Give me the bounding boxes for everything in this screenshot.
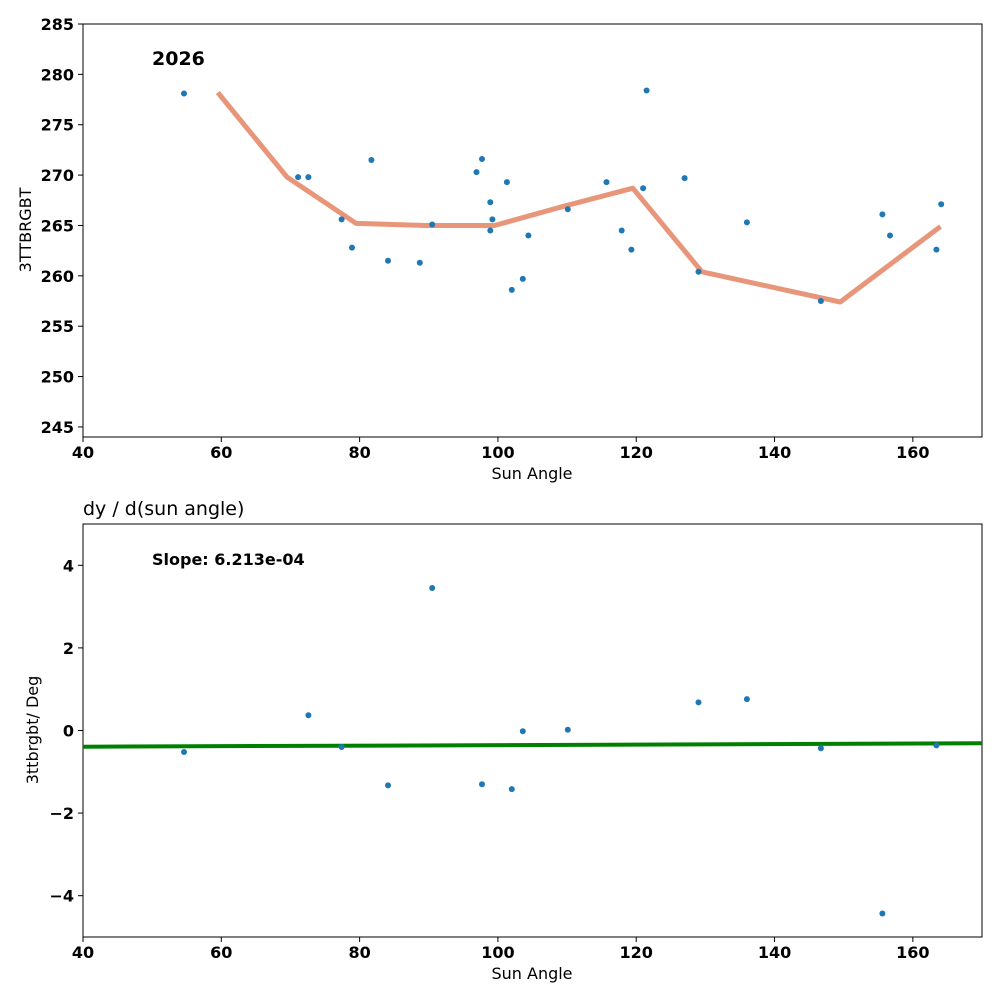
top-data-point <box>603 179 610 186</box>
top-y-tick-label: 250 <box>41 368 74 387</box>
bottom-data-point <box>305 712 312 719</box>
top-data-point <box>487 199 494 206</box>
top-data-point <box>473 169 480 176</box>
top-data-point <box>618 227 625 234</box>
top-y-tick-label: 275 <box>41 116 74 135</box>
bottom-data-point <box>429 585 436 591</box>
bottom-data-point <box>879 910 886 917</box>
top-data-point <box>487 227 494 234</box>
bottom-data-point <box>181 749 187 755</box>
top-data-point <box>938 201 945 208</box>
bottom-y-tick-label: −4 <box>49 887 74 906</box>
top-data-point <box>887 232 893 239</box>
bottom-data-point <box>564 726 571 733</box>
top-trend-line-group <box>215 90 943 305</box>
top-data-point <box>681 175 688 182</box>
top-y-tick-label: 265 <box>41 216 74 235</box>
bottom-y-tick-label: 4 <box>63 556 74 575</box>
top-x-tick-label: 100 <box>481 443 514 462</box>
top-data-point <box>525 232 532 239</box>
top-data-point <box>564 206 571 213</box>
bottom-data-point <box>519 728 526 735</box>
bottom-data-point <box>695 699 702 706</box>
bottom-data-point <box>479 781 485 788</box>
bottom-y-ticks: −4 −2 0 2 4 <box>49 556 83 906</box>
bottom-x-axis-label: Sun Angle <box>491 964 572 983</box>
bottom-y-tick-label: 2 <box>63 639 74 658</box>
top-data-point <box>503 179 510 186</box>
top-data-point <box>879 211 886 218</box>
bottom-panel: dy / d(sun angle) 40 60 80 100 120 140 160 −4−… <box>23 498 983 983</box>
top-data-point <box>295 174 302 181</box>
top-data-point <box>338 216 345 223</box>
top-panel: 40 60 80 100 120 140 160 245 250 255 260 265 270 275… <box>16 15 983 483</box>
top-x-tick-label: 80 <box>348 443 370 462</box>
top-y-ticks: 245 250 255 260 265 270 275 280 285 <box>41 15 83 437</box>
top-x-tick-label: 140 <box>758 443 791 462</box>
top-y-tick-label: 255 <box>41 317 74 336</box>
bottom-scatter-points <box>181 585 940 917</box>
top-axes-frame <box>82 23 983 438</box>
top-data-point <box>628 246 635 253</box>
bottom-data-point <box>933 742 940 749</box>
bottom-data-point <box>338 744 345 750</box>
bottom-trend-line <box>82 741 983 749</box>
top-x-tick-label: 160 <box>896 443 929 462</box>
top-y-tick-label: 260 <box>41 267 74 286</box>
top-data-point <box>508 286 515 293</box>
top-x-ticks: 40 60 80 100 120 140 160 <box>72 437 930 462</box>
top-data-point <box>368 157 375 163</box>
bottom-chart-title: dy / d(sun angle) <box>83 498 244 520</box>
top-data-point <box>385 257 391 264</box>
top-data-point <box>181 90 187 97</box>
top-data-point <box>429 221 436 228</box>
bottom-data-point <box>385 782 391 789</box>
bottom-x-tick-label: 140 <box>758 943 791 962</box>
bottom-x-tick-label: 60 <box>210 943 232 962</box>
top-y-tick-label: 280 <box>41 65 74 84</box>
bottom-trend-line-group <box>82 741 983 749</box>
bottom-y-tick-label: −2 <box>49 804 74 823</box>
top-data-point <box>643 87 650 94</box>
top-y-tick-label: 285 <box>41 15 74 34</box>
bottom-y-axis-label: 3ttbrgbt/ Deg <box>23 676 42 785</box>
top-data-point <box>416 259 423 266</box>
top-y-axis-label: 3TTBRGBT <box>16 187 35 272</box>
top-trend-line <box>215 90 943 305</box>
bottom-x-tick-label: 100 <box>481 943 514 962</box>
top-data-point <box>640 185 647 192</box>
bottom-data-point <box>817 745 824 752</box>
bottom-x-tick-label: 120 <box>620 943 653 962</box>
top-data-point <box>305 174 312 181</box>
bottom-y-tick-label: 0 <box>63 722 74 741</box>
top-y-tick-label: 270 <box>41 166 74 185</box>
top-data-point <box>817 298 824 304</box>
top-x-tick-label: 40 <box>72 443 94 462</box>
slope-annotation: Slope: 6.213e-04 <box>152 550 305 569</box>
top-x-axis-label: Sun Angle <box>491 464 572 483</box>
bottom-x-ticks: 40 60 80 100 120 140 160 <box>72 937 930 962</box>
top-data-point <box>519 275 526 282</box>
bottom-x-tick-label: 80 <box>348 943 370 962</box>
top-data-point <box>743 219 750 226</box>
top-data-point <box>479 156 485 162</box>
top-year-annotation: 2026 <box>152 48 205 70</box>
bottom-data-point <box>743 696 750 703</box>
top-data-point <box>489 216 496 223</box>
bottom-x-tick-label: 160 <box>896 943 929 962</box>
top-x-tick-label: 60 <box>210 443 232 462</box>
top-scatter-points <box>181 87 945 304</box>
top-data-point <box>933 246 940 253</box>
top-y-tick-label: 245 <box>41 418 74 437</box>
bottom-data-point <box>508 786 515 793</box>
top-data-point <box>695 268 702 275</box>
bottom-x-tick-label: 40 <box>72 943 94 962</box>
top-data-point <box>349 244 355 251</box>
top-x-tick-label: 120 <box>620 443 653 462</box>
